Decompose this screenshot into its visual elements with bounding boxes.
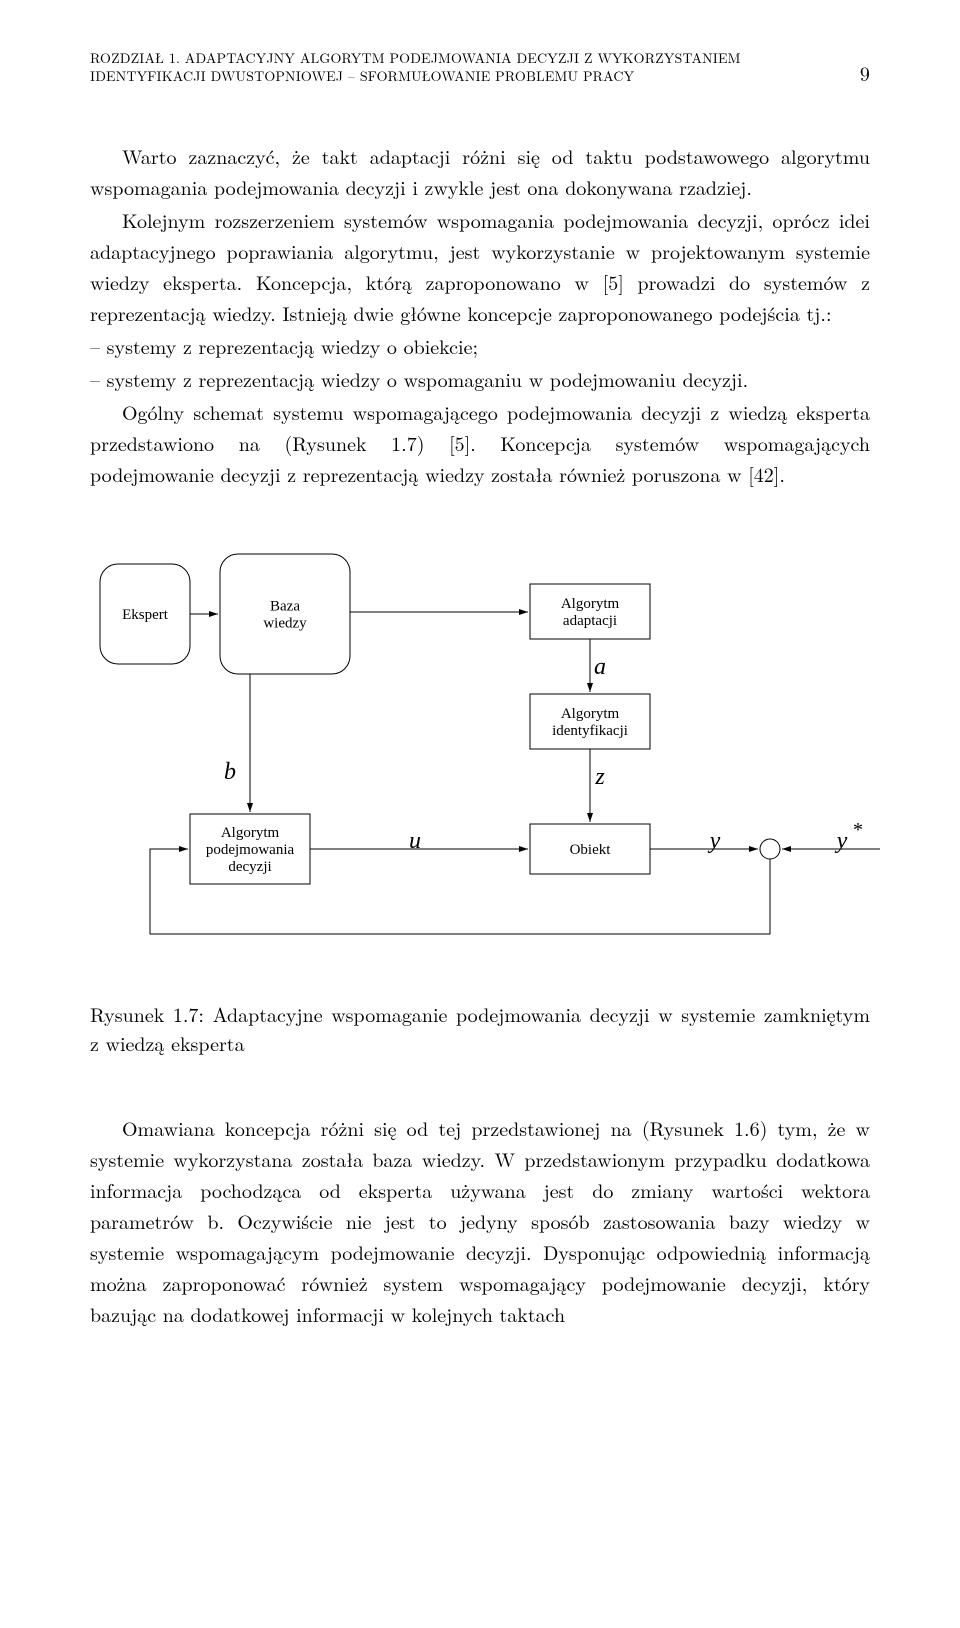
svg-text:z: z xyxy=(594,764,605,790)
svg-text:*: * xyxy=(853,819,863,841)
svg-text:b: b xyxy=(224,759,236,785)
figure-caption: Rysunek 1.7: Adaptacyjne wspomaganie pod… xyxy=(90,999,870,1057)
main-text: Warto zaznaczyć, że takt adaptacji różni… xyxy=(90,140,870,489)
running-header: ROZDZIAŁ 1. ADAPTACYJNY ALGORYTM PODEJMO… xyxy=(90,50,870,85)
paragraph-1: Warto zaznaczyć, że takt adaptacji różni… xyxy=(90,140,870,202)
svg-text:Ekspert: Ekspert xyxy=(122,607,169,623)
list-item-2: – systemy z reprezentacją wiedzy o wspom… xyxy=(90,363,870,394)
paragraph-4: Omawiana koncepcja różni się od tej prze… xyxy=(90,1112,870,1329)
svg-text:a: a xyxy=(594,654,606,680)
header-chapter-title: ROZDZIAŁ 1. ADAPTACYJNY ALGORYTM PODEJMO… xyxy=(90,50,840,85)
svg-text:decyzji: decyzji xyxy=(228,859,271,875)
paragraph-3: Ogólny schemat systemu wspomagającego po… xyxy=(90,396,870,489)
svg-text:Algorytm: Algorytm xyxy=(221,825,280,841)
list-item-1: – systemy z reprezentacją wiedzy o obiek… xyxy=(90,330,870,361)
svg-text:y: y xyxy=(835,828,848,854)
svg-text:Obiekt: Obiekt xyxy=(570,842,612,858)
svg-text:Algorytm: Algorytm xyxy=(561,706,620,722)
flowchart-svg: EkspertBazawiedzyAlgorytmadaptacjiAlgory… xyxy=(90,534,890,954)
svg-text:Algorytm: Algorytm xyxy=(561,596,620,612)
paragraph-2: Kolejnym rozszerzeniem systemów wspomaga… xyxy=(90,204,870,328)
svg-text:podejmowania: podejmowania xyxy=(206,842,295,858)
figure-1-7: EkspertBazawiedzyAlgorytmadaptacjiAlgory… xyxy=(90,534,870,954)
svg-text:adaptacji: adaptacji xyxy=(563,613,617,629)
svg-text:wiedzy: wiedzy xyxy=(263,616,307,632)
page-number: 9 xyxy=(840,60,870,85)
header-line-2: IDENTYFIKACJI DWUSTOPNIOWEJ – SFORMUŁOWA… xyxy=(90,66,634,86)
svg-text:y: y xyxy=(708,828,721,854)
svg-text:Baza: Baza xyxy=(270,599,300,615)
svg-text:u: u xyxy=(409,828,421,854)
main-text-continued: Omawiana koncepcja różni się od tej prze… xyxy=(90,1112,870,1329)
document-page: ROZDZIAŁ 1. ADAPTACYJNY ALGORYTM PODEJMO… xyxy=(0,0,960,1371)
svg-text:identyfikacji: identyfikacji xyxy=(552,723,628,739)
